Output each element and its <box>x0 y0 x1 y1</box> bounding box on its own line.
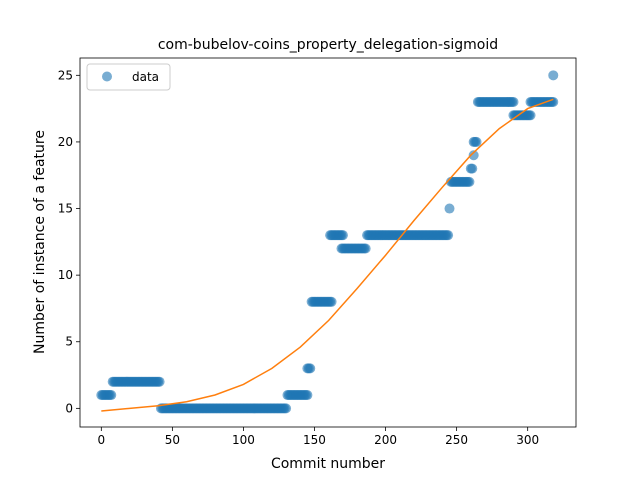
y-tick-label: 0 <box>65 401 73 415</box>
plot-area: 0 50 100 150 200 250 300 0 5 10 15 20 25 <box>58 57 577 447</box>
data-point <box>337 230 348 241</box>
data-point <box>467 163 478 174</box>
y-tick-label: 20 <box>58 135 73 149</box>
legend-marker-data <box>102 71 112 82</box>
fit-curve-line <box>101 98 554 412</box>
x-tick-label: 250 <box>445 433 468 447</box>
chart-title: com-bubelov-coins_property_delegation-si… <box>158 37 498 53</box>
y-tick-label: 10 <box>58 268 73 282</box>
x-tick-label: 300 <box>516 433 539 447</box>
legend-box <box>86 63 171 91</box>
y-tick-label: 5 <box>65 335 73 349</box>
data-point <box>468 150 479 161</box>
y-axis-label: Number of instance of a feature <box>32 130 48 354</box>
data-point <box>548 70 559 81</box>
legend-label-data: data <box>132 70 159 84</box>
x-tick-label: 50 <box>165 433 180 447</box>
data-point <box>302 390 313 401</box>
data-point <box>525 110 536 121</box>
data-point <box>326 296 337 307</box>
data-point <box>443 230 454 241</box>
data-point <box>444 203 455 214</box>
data-point <box>360 243 371 254</box>
data-point <box>106 390 117 401</box>
legend: data <box>86 63 171 91</box>
data-point <box>548 96 559 107</box>
x-tick-label: 100 <box>232 433 255 447</box>
x-tick-label: 0 <box>97 433 105 447</box>
data-point <box>281 403 292 414</box>
plot-frame <box>79 57 577 428</box>
x-tick-label: 200 <box>374 433 397 447</box>
data-point <box>471 136 482 147</box>
y-tick-label: 15 <box>58 202 73 216</box>
x-tick-label: 150 <box>303 433 326 447</box>
data-point <box>305 363 316 374</box>
data-point <box>464 176 475 187</box>
x-axis-label: Commit number <box>271 456 385 472</box>
data-point <box>154 376 165 387</box>
y-tick-label: 25 <box>58 68 73 82</box>
data-point <box>508 96 519 107</box>
